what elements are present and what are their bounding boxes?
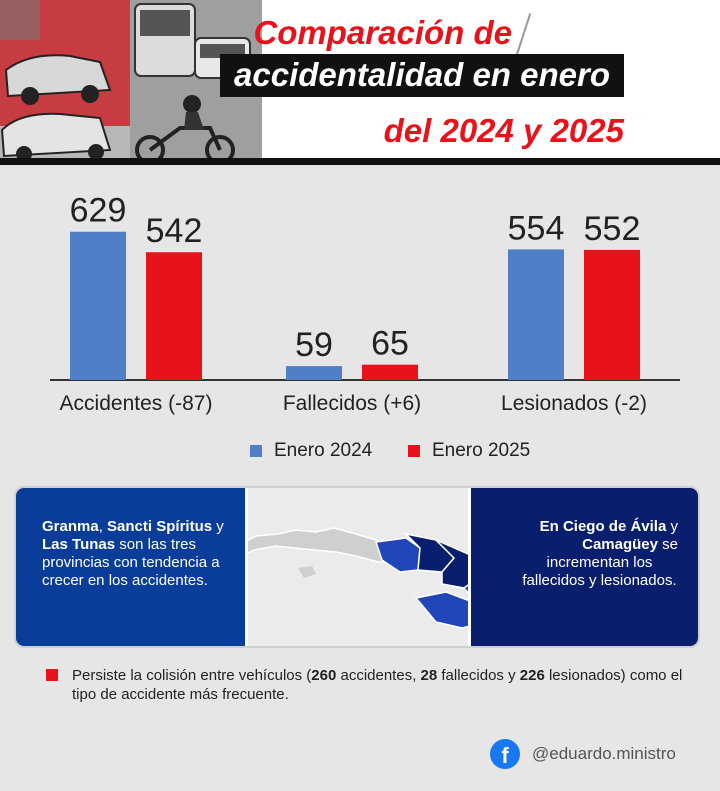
right-text-3: incrementan los fallecidos y lesionados.: [522, 554, 677, 589]
bar-2024-2: [508, 249, 564, 380]
bar-chart: 629 542 Accidentes (-87) 59 65 Fallecidos (+6…: [0, 165, 720, 485]
facebook-icon[interactable]: f: [490, 739, 520, 769]
province-name-sancti-spiritus: Sancti Spíritus: [107, 518, 213, 535]
data-label-2025-1: 65: [371, 325, 409, 363]
legend-swatch-2025: [408, 445, 420, 457]
note-text-b: accidentes,: [336, 667, 421, 684]
left-text-1: ,: [98, 518, 108, 535]
legend-swatch-2024: [250, 445, 262, 457]
bar-2025-2: [584, 249, 640, 380]
province-name-las-tunas: Las Tunas: [42, 536, 116, 553]
footer: f @eduardo.ministro: [490, 739, 676, 769]
province-sancti-spiritus: [375, 537, 421, 573]
traffic-illustration: [0, 0, 262, 158]
title-line-2: accidentalidad en enero: [220, 54, 624, 97]
category-label-2: Lesionados (-2): [501, 392, 647, 415]
left-text-3: son las tres provincias con tendencia a …: [42, 536, 220, 589]
data-label-2024-1: 59: [295, 326, 333, 364]
right-text-2: se: [657, 536, 678, 553]
left-text-2: y: [212, 518, 224, 535]
category-label-0: Accidentes (-87): [60, 392, 213, 415]
data-label-2025-2: 552: [584, 210, 641, 248]
header: Comparación de accidentalidad en enero d…: [0, 0, 720, 158]
note-text-a: Persiste la colisión entre vehículos (: [72, 667, 312, 684]
bar-2024-0: [70, 231, 126, 380]
note-text-c: fallecidos y: [437, 667, 520, 684]
bar-chart-svg: 629 542 Accidentes (-87) 59 65 Fallecidos (+6…: [50, 192, 680, 415]
legend-label-2025: Enero 2025: [432, 440, 531, 461]
data-label-2024-0: 629: [70, 192, 127, 230]
legend-item-2024: Enero 2024: [250, 440, 372, 462]
legend-label-2024: Enero 2024: [274, 440, 373, 461]
note-bullet: [46, 669, 58, 681]
data-label-2024-2: 554: [508, 209, 565, 247]
chart-legend: Enero 2024 Enero 2025: [0, 440, 720, 466]
note-bold-a: 260: [311, 667, 337, 684]
right-text-1: y: [666, 518, 678, 535]
info-box-left: Granma, Sancti Spíritus y Las Tunas son …: [16, 488, 248, 646]
title-line-3: del 2024 y 2025: [383, 112, 624, 149]
note-text-d: lesionados) como el tipo de accidente má…: [72, 667, 683, 703]
isla-juventud: [298, 566, 316, 578]
bar-2025-0: [146, 252, 202, 380]
data-label-2025-0: 542: [146, 212, 203, 250]
category-label-1: Fallecidos (+6): [283, 392, 421, 415]
province-name-ciego-de-avila: En Ciego de Ávila: [539, 518, 667, 535]
note-bold-b: 28: [420, 667, 438, 684]
legend-item-2025: Enero 2025: [408, 440, 530, 462]
bar-2025-1: [362, 364, 418, 380]
traffic-photo: [0, 0, 262, 158]
note-bold-c: 226: [519, 667, 545, 684]
social-handle[interactable]: @eduardo.ministro: [532, 744, 676, 763]
note-text: Persiste la colisión entre vehículos (26…: [72, 666, 692, 704]
info-box-right: En Ciego de Ávila y Camagüey se incremen…: [468, 488, 698, 646]
province-name-camaguey: Camagüey: [582, 536, 658, 553]
title-line-1: Comparación de: [253, 14, 512, 51]
province-name-granma: Granma: [42, 518, 99, 535]
header-divider: [0, 158, 720, 165]
map-panel: Granma, Sancti Spíritus y Las Tunas son …: [14, 486, 700, 648]
bar-2024-1: [286, 366, 342, 380]
